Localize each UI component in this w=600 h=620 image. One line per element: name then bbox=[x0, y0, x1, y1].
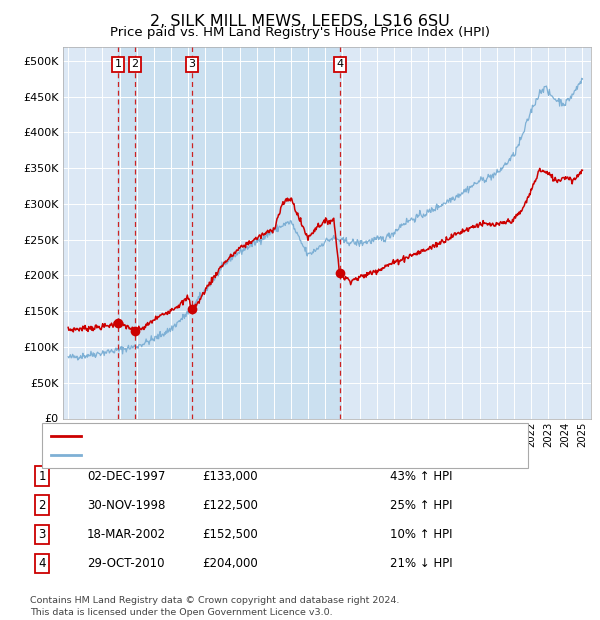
Text: 30-NOV-1998: 30-NOV-1998 bbox=[87, 499, 166, 511]
Text: 29-OCT-2010: 29-OCT-2010 bbox=[87, 557, 164, 570]
Text: HPI: Average price, detached house, Leeds: HPI: Average price, detached house, Leed… bbox=[87, 450, 331, 461]
Text: Price paid vs. HM Land Registry's House Price Index (HPI): Price paid vs. HM Land Registry's House … bbox=[110, 26, 490, 39]
Text: £204,000: £204,000 bbox=[202, 557, 258, 570]
Text: 25% ↑ HPI: 25% ↑ HPI bbox=[390, 499, 452, 511]
Text: 1: 1 bbox=[38, 470, 46, 482]
Text: 43% ↑ HPI: 43% ↑ HPI bbox=[390, 470, 452, 482]
Text: 02-DEC-1997: 02-DEC-1997 bbox=[87, 470, 166, 482]
Text: 4: 4 bbox=[336, 60, 343, 69]
Text: 10% ↑ HPI: 10% ↑ HPI bbox=[390, 528, 452, 541]
Bar bbox=[118, 46, 340, 419]
Text: 4: 4 bbox=[38, 557, 46, 570]
Text: 1: 1 bbox=[115, 60, 122, 69]
Text: 2, SILK MILL MEWS, LEEDS, LS16 6SU: 2, SILK MILL MEWS, LEEDS, LS16 6SU bbox=[150, 14, 450, 29]
Text: 3: 3 bbox=[188, 60, 195, 69]
Text: £152,500: £152,500 bbox=[202, 528, 258, 541]
Text: Contains HM Land Registry data © Crown copyright and database right 2024.: Contains HM Land Registry data © Crown c… bbox=[30, 596, 400, 606]
Text: 2: 2 bbox=[38, 499, 46, 511]
Text: 2, SILK MILL MEWS, LEEDS, LS16 6SU (detached house): 2, SILK MILL MEWS, LEEDS, LS16 6SU (deta… bbox=[87, 430, 403, 441]
Text: 2: 2 bbox=[131, 60, 139, 69]
Text: 21% ↓ HPI: 21% ↓ HPI bbox=[390, 557, 452, 570]
Text: 3: 3 bbox=[38, 528, 46, 541]
Text: £133,000: £133,000 bbox=[202, 470, 258, 482]
Text: 18-MAR-2002: 18-MAR-2002 bbox=[87, 528, 166, 541]
Text: £122,500: £122,500 bbox=[202, 499, 258, 511]
Text: This data is licensed under the Open Government Licence v3.0.: This data is licensed under the Open Gov… bbox=[30, 608, 332, 617]
